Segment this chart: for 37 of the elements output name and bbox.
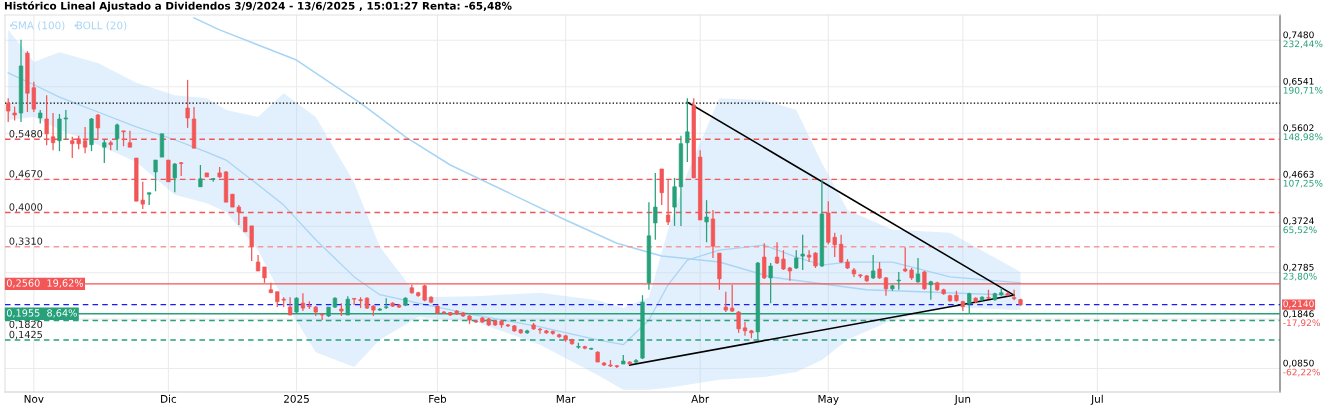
y2-tick-label: 190,71% (1283, 86, 1323, 95)
y-tick-label: 0,3724 (1283, 217, 1314, 226)
x-tick-label: Mar (556, 395, 576, 403)
y-tick-label: 0,0850 (1283, 359, 1314, 368)
y-tick-label: 0,6541 (1283, 77, 1314, 86)
x-tick-label: Abr (691, 394, 710, 403)
chart-title: Histórico Lineal Ajustado a Dividendos 3/9/2024 - 13/6/2025 , 15:01:27 Renta: -65,48% (4, 1, 512, 12)
ref-line-label: 0,4670 (9, 170, 43, 179)
x-tick-label: Dic (161, 394, 177, 403)
x-tick-label: 2025 (284, 394, 309, 403)
y2-tick-label: -17,92% (1283, 319, 1320, 328)
y2-tick-label: 148,98% (1283, 133, 1323, 142)
ref-line-label: 0,2560 19,62% (6, 279, 84, 288)
ref-line-label: 0,1955 8,64% (6, 309, 77, 318)
ref-line-label: 0,4000 (9, 203, 43, 212)
x-tick-label: May (818, 395, 839, 405)
x-tick-label: Feb (429, 394, 447, 403)
ref-line-label: 0,1820 (9, 320, 43, 329)
ref-line-label: 0,5480 (9, 130, 43, 139)
x-tick-label: Jul (1090, 394, 1103, 405)
y-tick-label: 0,2785 (1283, 263, 1314, 272)
x-tick-label: Jun (954, 395, 971, 405)
y-tick-label: 0,5602 (1283, 124, 1314, 133)
ref-line-label: 0,1425 (9, 330, 42, 340)
y2-tick-label: 232,44% (1283, 40, 1323, 49)
y2-tick-label: -62,22% (1283, 368, 1320, 377)
y-tick-label: 0,7480 (1283, 31, 1314, 40)
legend-label: SMA (100) (11, 21, 65, 31)
y2-tick-label: 23,80% (1283, 272, 1317, 281)
ref-line-label: 0,3310 (9, 237, 43, 246)
annotation: 0,2140 (1283, 300, 1314, 309)
y2-tick-label: 107,25% (1283, 179, 1323, 188)
y-tick-label: 0,4663 (1283, 170, 1314, 179)
y2-tick-label: 65,52% (1283, 226, 1317, 235)
legend-label: BOLL (20) (76, 21, 127, 31)
y-tick-label: 0,1846 (1283, 310, 1314, 319)
x-tick-label: Nov (24, 395, 44, 403)
